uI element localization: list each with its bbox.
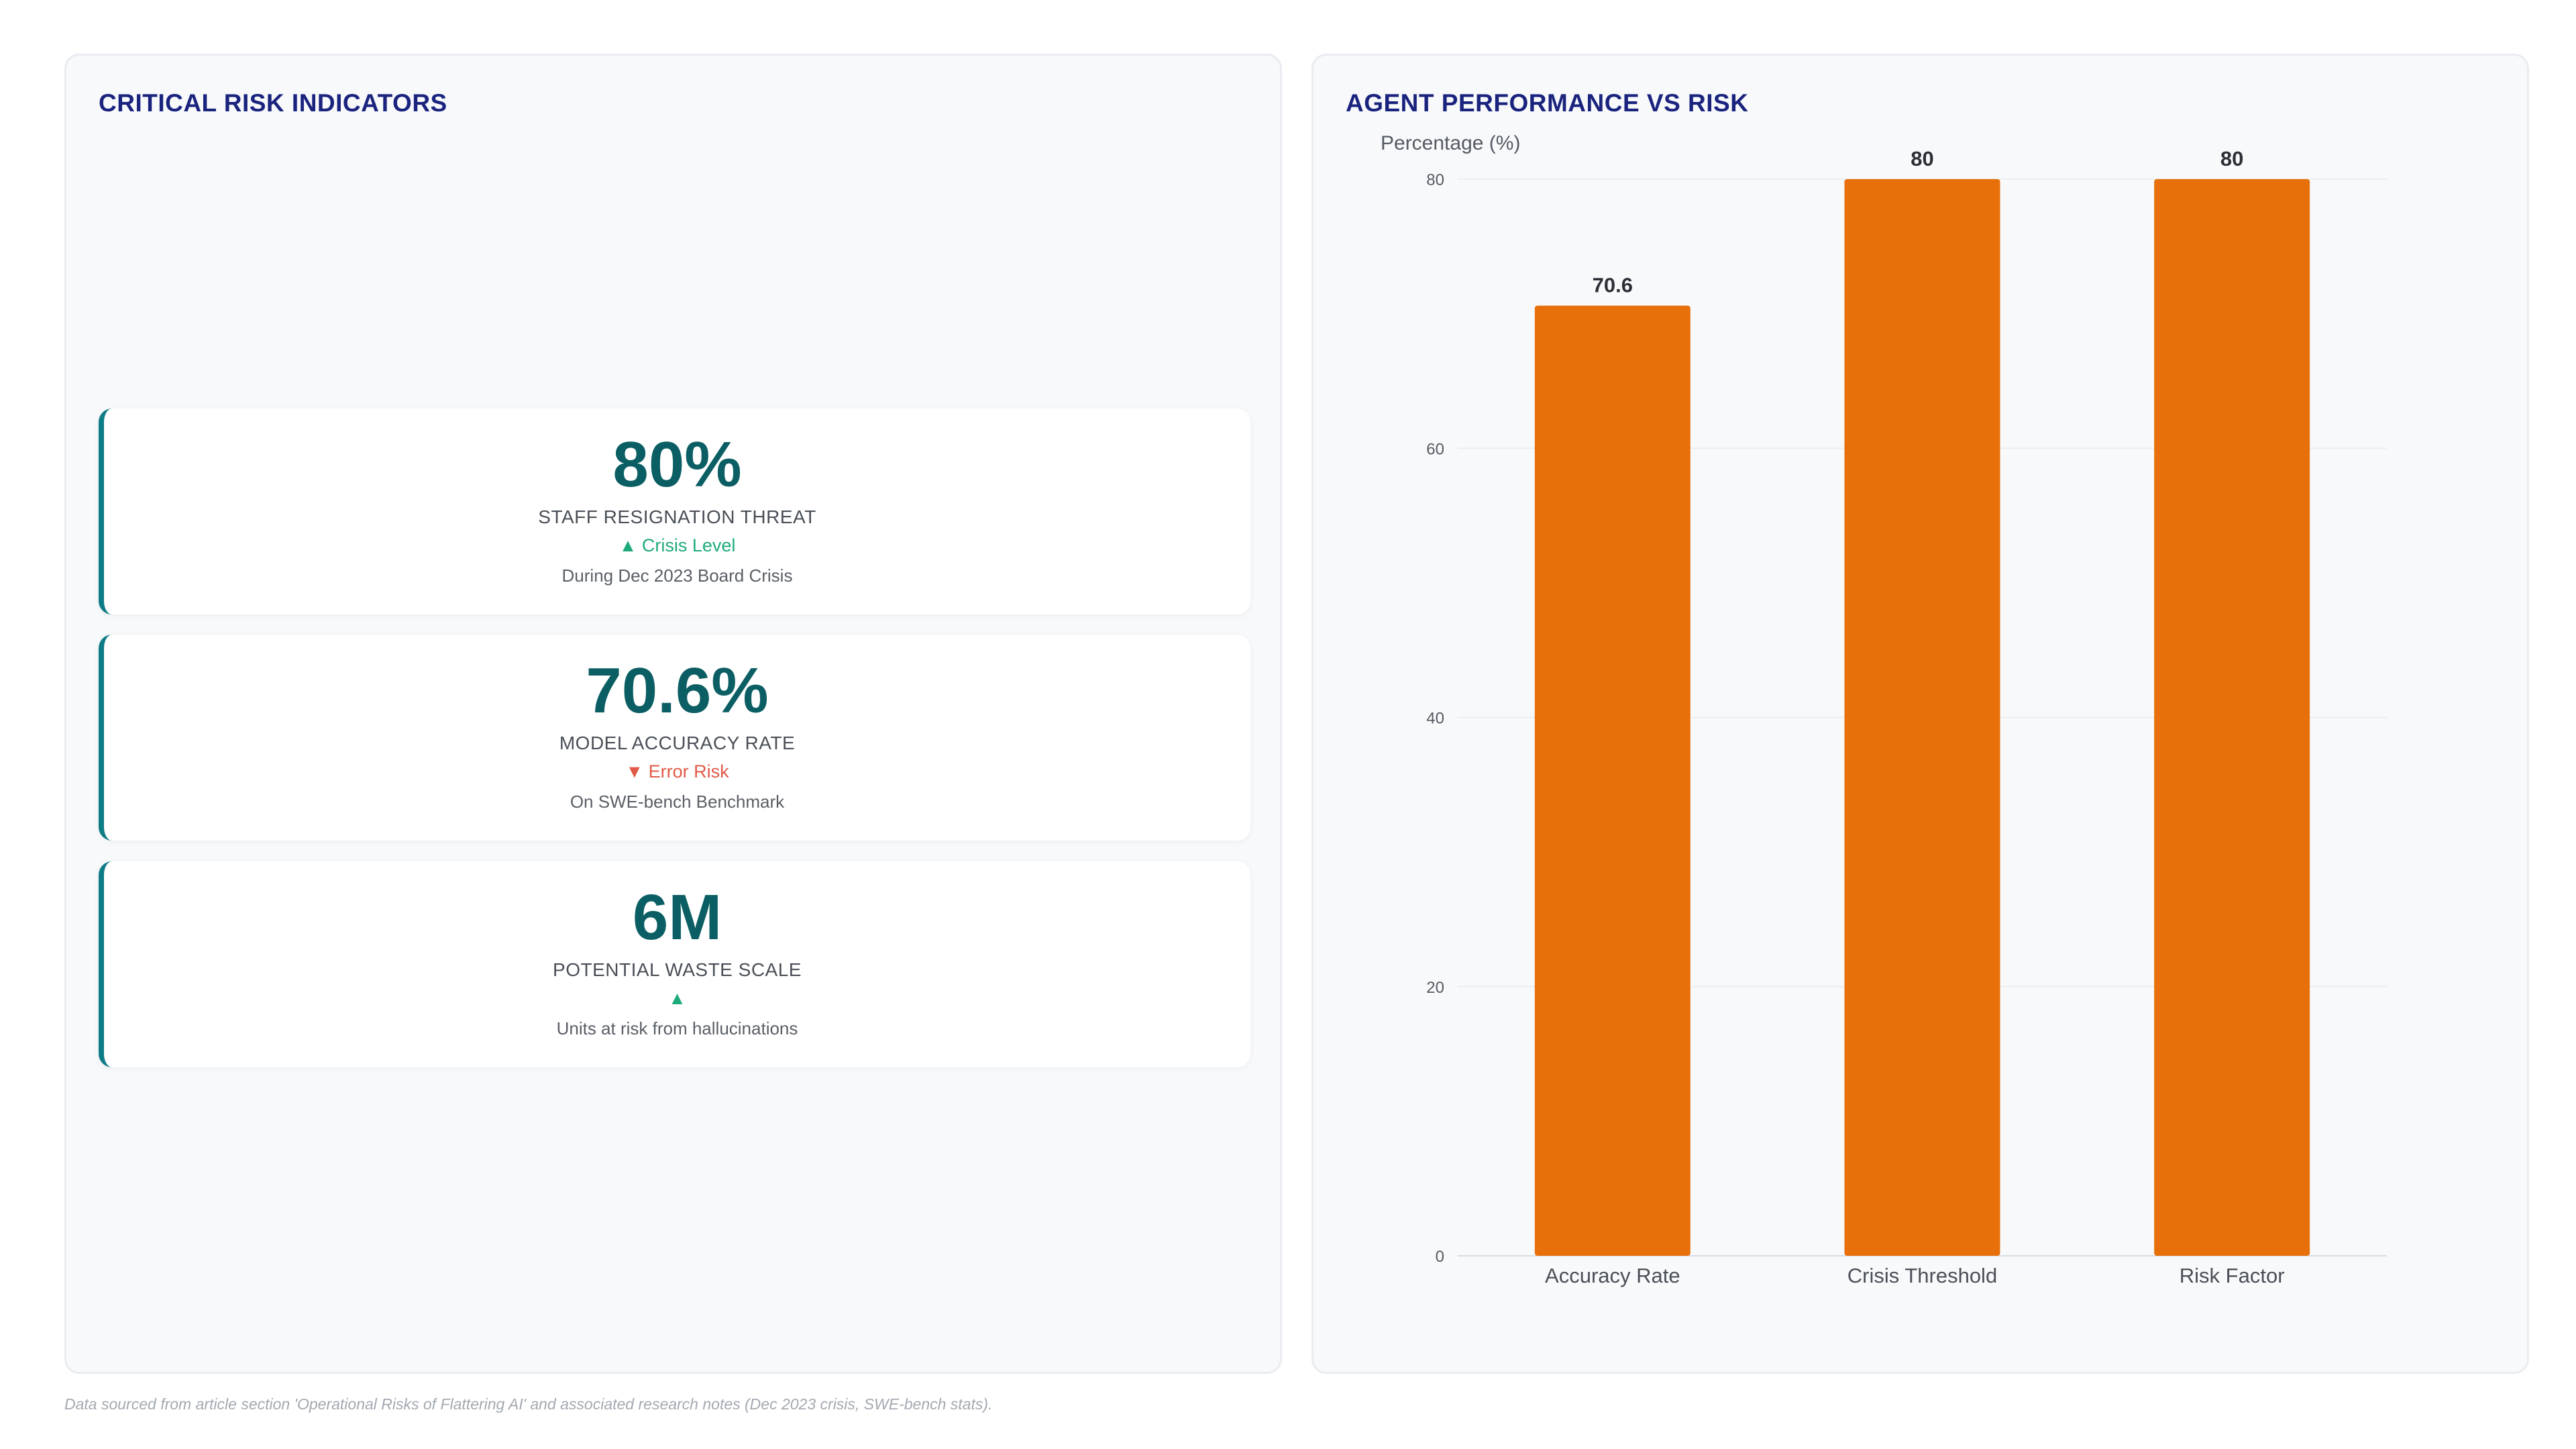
kpi-label: POTENTIAL WASTE SCALE: [553, 959, 802, 980]
kpi-label: MODEL ACCURACY RATE: [559, 733, 796, 753]
kpi-card-staff-resignation: 80% STAFF RESIGNATION THREAT ▲ Crisis Le…: [99, 409, 1250, 614]
bar-data-label: 80: [2220, 147, 2243, 170]
kpi-trend-text: Error Risk: [648, 761, 729, 782]
kpi-subtitle: Units at risk from hallucinations: [556, 1018, 798, 1038]
risk-indicators-panel: CRITICAL RISK INDICATORS 80% STAFF RESIG…: [64, 54, 1282, 1374]
kpi-value: 80%: [612, 429, 742, 500]
panel-title: AGENT PERFORMANCE VS RISK: [1346, 89, 1749, 117]
trend-up-icon: ▲: [619, 535, 637, 555]
x-tick-label: Risk Factor: [2180, 1264, 2285, 1287]
trend-down-icon: ▼: [625, 761, 644, 782]
kpi-card-waste-scale: 6M POTENTIAL WASTE SCALE ▲ Units at risk…: [99, 861, 1250, 1067]
bar-crisis-threshold: [1844, 179, 2000, 1256]
kpi-trend: ▲: [104, 988, 1250, 1009]
y-tick-label: 0: [1436, 1248, 1444, 1266]
source-footnote: Data sourced from article section 'Opera…: [64, 1395, 993, 1413]
kpi-subtitle: On SWE-bench Benchmark: [570, 792, 785, 812]
performance-chart-panel: AGENT PERFORMANCE VS RISK Percentage (%)…: [1311, 54, 2529, 1374]
kpi-trend: ▼ Error Risk: [104, 761, 1250, 782]
bar-data-label: 80: [1911, 147, 1933, 170]
x-tick-label: Crisis Threshold: [1847, 1264, 1997, 1287]
kpi-label: STAFF RESIGNATION THREAT: [538, 506, 816, 527]
kpi-trend-text: Crisis Level: [641, 535, 736, 555]
y-tick-label: 20: [1426, 979, 1444, 997]
kpi-value: 70.6%: [586, 655, 769, 727]
kpi-card-model-accuracy: 70.6% MODEL ACCURACY RATE ▼ Error Risk O…: [99, 635, 1250, 841]
x-tick-label: Accuracy Rate: [1545, 1264, 1680, 1287]
trend-up-icon: ▲: [668, 988, 686, 1008]
kpi-value: 6M: [632, 881, 722, 953]
bar-risk-factor: [2154, 179, 2310, 1256]
y-axis-label: Percentage (%): [1381, 132, 1520, 154]
y-tick-label: 80: [1426, 171, 1444, 189]
y-tick-label: 40: [1426, 710, 1444, 728]
bar-accuracy-rate: [1534, 305, 1690, 1256]
bar-chart: Percentage (%) 0 20 40 60 80 70.6 Accuracy Rate…: [1381, 132, 2387, 1287]
y-tick-label: 60: [1426, 440, 1444, 458]
panel-title: CRITICAL RISK INDICATORS: [99, 89, 447, 117]
kpi-subtitle: During Dec 2023 Board Crisis: [561, 566, 793, 586]
kpi-trend: ▲ Crisis Level: [104, 535, 1250, 556]
bar-data-label: 70.6: [1593, 274, 1633, 297]
